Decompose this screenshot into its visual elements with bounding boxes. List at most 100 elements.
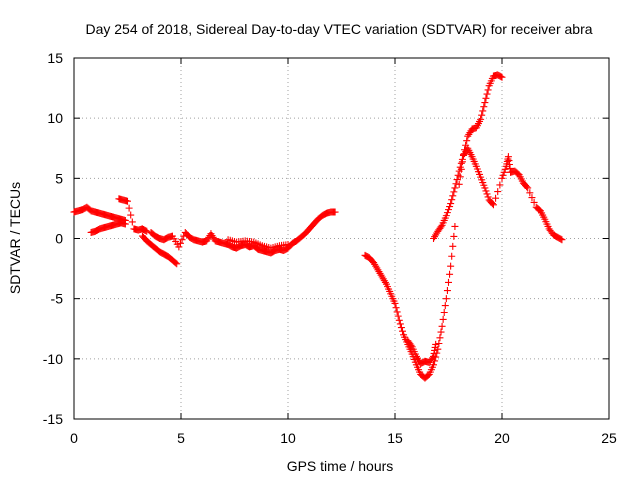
x-tick-label: 5: [177, 430, 185, 446]
data-point: [446, 203, 454, 211]
data-point: [500, 168, 508, 176]
data-point: [481, 184, 489, 192]
data-point: [393, 308, 401, 316]
data-point: [453, 176, 461, 184]
x-tick-labels: 0 5 10 15 20 25: [70, 430, 617, 446]
data-point: [477, 115, 485, 123]
data-point: [454, 171, 462, 179]
data-point: [557, 235, 565, 243]
data-point: [121, 220, 129, 228]
data-point: [143, 227, 151, 235]
data-point: [435, 339, 443, 347]
data-point: [447, 200, 455, 208]
data-point: [127, 211, 135, 219]
y-tick-label: -15: [43, 411, 63, 427]
data-point: [463, 137, 471, 145]
data-point: [455, 167, 463, 175]
data-point: [440, 309, 448, 317]
data-point: [437, 328, 445, 336]
data-point: [489, 201, 497, 209]
data-point: [397, 324, 405, 332]
data-point: [445, 206, 452, 214]
data-point: [451, 184, 459, 192]
data-point: [497, 73, 505, 81]
data-point: [449, 242, 457, 250]
data-point: [407, 341, 415, 349]
data-point: [481, 99, 489, 107]
data-point: [496, 181, 504, 189]
data-point: [458, 155, 466, 163]
data-point: [128, 218, 136, 226]
data-point: [483, 90, 491, 98]
data-point: [124, 197, 131, 205]
data-point: [456, 163, 464, 171]
data-point: [178, 236, 186, 244]
grid-lines: [74, 58, 609, 419]
data-point: [173, 260, 181, 268]
data-point: [482, 94, 490, 102]
chart-title: Day 254 of 2018, Sidereal Day-to-day VTE…: [85, 21, 592, 37]
data-point: [445, 278, 452, 286]
data-point: [396, 320, 404, 328]
data-point: [448, 196, 456, 204]
x-tick-label: 15: [387, 430, 403, 446]
data-point: [437, 223, 445, 231]
data-point: [142, 227, 150, 235]
data-point: [395, 316, 403, 324]
data-point: [447, 262, 455, 270]
y-tick-label: -5: [51, 291, 64, 307]
data-point: [451, 222, 459, 230]
data-point: [125, 204, 133, 212]
data-point: [488, 200, 496, 208]
data-point: [479, 107, 487, 115]
x-tick-label: 20: [494, 430, 510, 446]
data-point: [482, 187, 490, 195]
data-point: [428, 354, 436, 362]
y-tick-label: -10: [43, 351, 63, 367]
data-point: [499, 171, 507, 179]
data-point: [558, 236, 566, 244]
y-tick-label: 0: [55, 231, 63, 247]
x-tick-label: 25: [601, 430, 617, 446]
data-point: [523, 183, 531, 191]
y-tick-labels: -15 -10 -5 0 5 10 15: [43, 50, 63, 427]
data-point: [450, 188, 458, 196]
data-point: [530, 198, 538, 206]
data-point: [492, 194, 500, 202]
x-tick-label: 10: [280, 430, 296, 446]
data-point: [436, 334, 444, 342]
data-point: [484, 193, 492, 201]
data-point: [284, 241, 292, 249]
data-point: [450, 232, 458, 240]
axis-ticks: [73, 57, 610, 420]
data-point: [394, 312, 402, 320]
data-point: [331, 208, 339, 216]
data-point: [448, 252, 456, 260]
data-point: [398, 327, 406, 335]
data-point: [392, 304, 400, 312]
data-point: [480, 103, 488, 111]
data-point: [501, 165, 509, 173]
data-point: [443, 287, 451, 295]
data-point: [498, 174, 506, 182]
data-point: [498, 73, 506, 81]
data-point: [172, 259, 180, 267]
data-point: [175, 243, 183, 251]
y-tick-label: 5: [55, 170, 63, 186]
x-tick-label: 0: [70, 430, 78, 446]
data-point: [484, 86, 492, 94]
data-point: [442, 212, 450, 220]
data-point: [457, 159, 465, 167]
data-point: [430, 361, 438, 369]
data-point: [528, 194, 536, 202]
data-point: [439, 315, 447, 323]
data-point: [483, 190, 491, 198]
y-tick-label: 15: [47, 50, 63, 66]
data-point: [526, 189, 534, 197]
data-series: [70, 71, 566, 382]
data-point: [455, 180, 463, 188]
data-point: [494, 188, 502, 196]
data-point: [432, 340, 440, 348]
data-point: [449, 192, 457, 200]
